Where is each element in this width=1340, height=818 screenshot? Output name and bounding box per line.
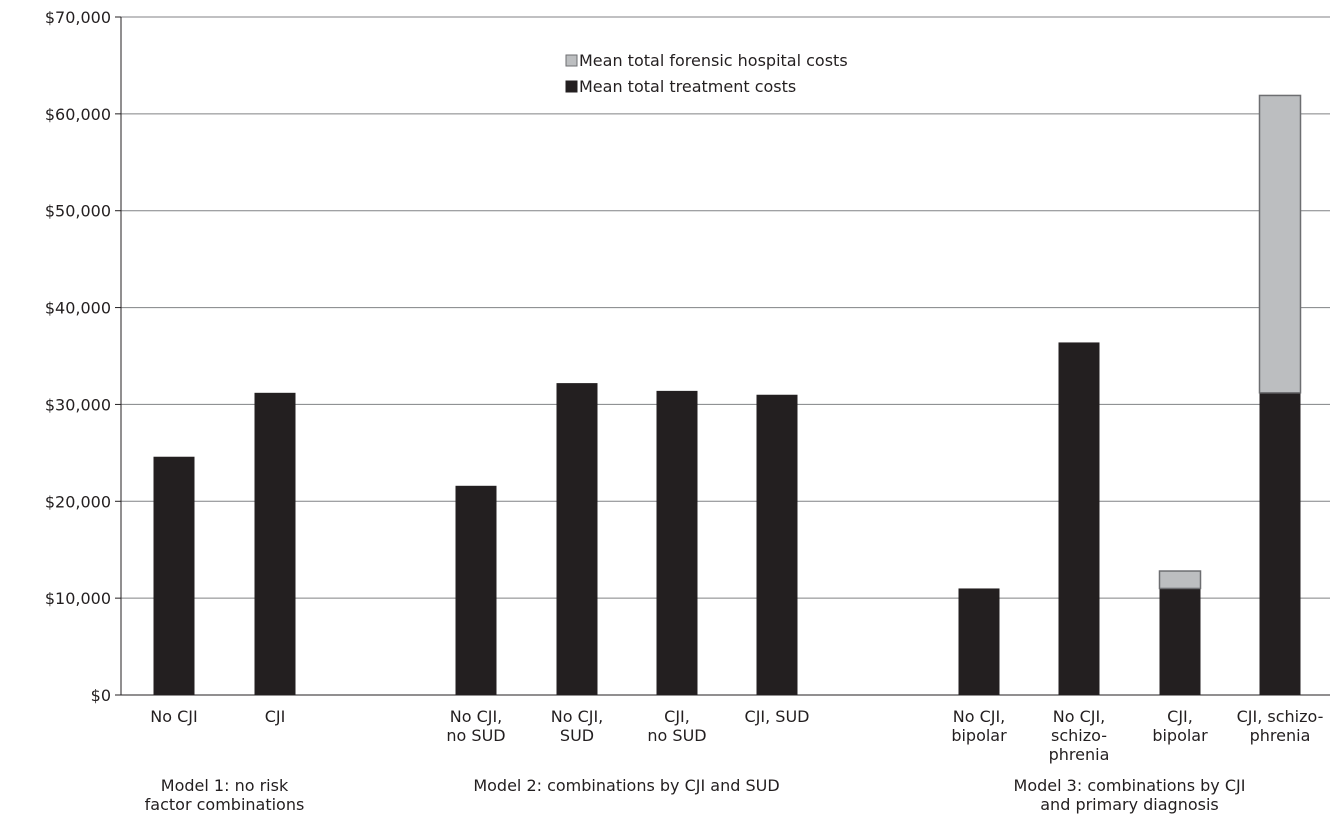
y-tick-label: $10,000 — [45, 589, 111, 608]
model-group-label: Model 1: no risk factor combinations — [145, 776, 305, 814]
x-category-label: CJI — [265, 707, 286, 726]
legend-label: Mean total treatment costs — [579, 77, 796, 96]
gridlines — [121, 16, 1330, 599]
y-tick-label: $50,000 — [45, 202, 111, 221]
x-category-label: CJI, bipolar — [1152, 707, 1208, 745]
bar-forensic-hospital-costs — [1258, 94, 1302, 394]
bars — [153, 94, 1302, 695]
bar-treatment-costs — [1058, 342, 1100, 695]
model-group-labels: Model 1: no risk factor combinations Model… — [145, 776, 1246, 814]
y-tick-label: $0 — [91, 686, 111, 705]
x-category-label: No CJI, bipolar — [951, 707, 1007, 745]
axes — [115, 16, 1330, 696]
bar-treatment-costs — [153, 456, 195, 695]
legend-swatch — [565, 80, 578, 93]
legend: Mean total forensic hospital costs Mean t… — [565, 51, 848, 96]
legend-swatch — [565, 54, 578, 67]
x-category-label: CJI, schizo-phrenia — [1237, 707, 1324, 745]
model-group-label: Model 3: combinations by CJI and primary … — [1014, 776, 1246, 814]
bar-treatment-costs — [958, 588, 1000, 695]
y-tick-label: $60,000 — [45, 105, 111, 124]
legend-label: Mean total forensic hospital costs — [579, 51, 848, 70]
bar-treatment-costs — [1159, 588, 1201, 695]
y-tick-label: $70,000 — [45, 8, 111, 27]
x-category-label: CJI, SUD — [745, 707, 810, 726]
bar-treatment-costs — [254, 392, 296, 695]
bar-treatment-costs — [556, 383, 598, 695]
y-tick-label: $40,000 — [45, 299, 111, 318]
x-axis-category-labels: No CJI CJI No CJI, no SUD No CJI, SUD CJI, no S… — [150, 707, 1323, 764]
bar-treatment-costs — [756, 394, 798, 695]
y-axis-tick-labels: $0 $10,000 $20,000 $30,000 $40,000 $50,000 $60… — [45, 8, 111, 705]
x-category-label: CJI, no SUD — [647, 707, 706, 745]
x-category-label: No CJI — [150, 707, 197, 726]
model-group-label: Model 2: combinations by CJI and SUD — [473, 776, 779, 795]
y-tick-label: $30,000 — [45, 395, 111, 414]
bar-treatment-costs — [656, 390, 698, 695]
x-category-label: No CJI, schizo-phrenia — [1049, 707, 1110, 764]
bar-forensic-hospital-costs — [1158, 570, 1202, 590]
x-category-label: No CJI, no SUD — [446, 707, 505, 745]
y-tick-label: $20,000 — [45, 492, 111, 511]
bar-treatment-costs — [1259, 392, 1301, 695]
bar-treatment-costs — [455, 485, 497, 695]
x-category-label: No CJI, SUD — [551, 707, 604, 745]
